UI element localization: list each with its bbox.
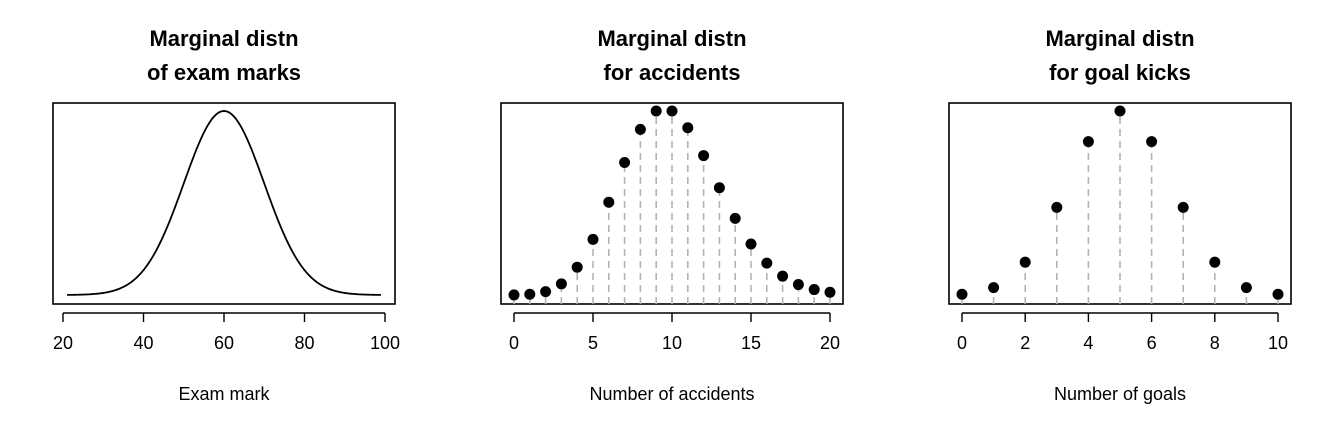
data-point	[698, 150, 710, 162]
x-tick-label: 60	[214, 333, 234, 353]
x-axis-label: Number of accidents	[589, 384, 754, 404]
data-point	[777, 270, 789, 282]
data-point	[1209, 256, 1221, 268]
data-point	[555, 278, 567, 290]
x-axis-label: Number of goals	[1054, 384, 1186, 404]
x-tick-label: 0	[957, 333, 967, 353]
data-point	[508, 289, 520, 301]
x-tick-label: 100	[370, 333, 400, 353]
data-point	[1051, 201, 1063, 213]
data-point	[792, 279, 804, 291]
data-point	[571, 261, 583, 273]
x-tick-label: 20	[53, 333, 73, 353]
data-point	[824, 286, 836, 298]
x-tick-label: 2	[1020, 333, 1030, 353]
data-point	[761, 257, 773, 269]
x-tick-label: 5	[588, 333, 598, 353]
x-tick-label: 40	[133, 333, 153, 353]
plot-frame	[52, 102, 396, 305]
chart-title-line-1: Marginal distn	[597, 26, 746, 51]
data-point	[682, 122, 694, 134]
data-point	[1177, 201, 1189, 213]
x-axis: 0 2 4 6 8 10	[957, 312, 1288, 353]
data-point	[1240, 282, 1252, 294]
x-tick-label: 80	[294, 333, 314, 353]
data-point	[729, 212, 741, 224]
panel-accidents: Marginal distn for accidents 0 5 10 15 20 Nu…	[500, 26, 844, 404]
data-point	[619, 156, 631, 168]
panel-exam-marks: Marginal distn of exam marks 20 40 60 80 100…	[52, 26, 400, 404]
panel-goal-kicks: Marginal distn for goal kicks 0 2 4 6 8 10 Nu…	[948, 26, 1292, 404]
x-tick-label: 4	[1083, 333, 1093, 353]
x-tick-label: 8	[1210, 333, 1220, 353]
data-point	[1114, 105, 1126, 117]
data-point	[713, 182, 725, 194]
data-point	[650, 105, 662, 117]
data-point	[1082, 136, 1094, 148]
data-point	[524, 288, 536, 300]
x-axis: 0 5 10 15 20	[509, 312, 840, 353]
plot-area	[67, 110, 381, 296]
data-point	[745, 238, 757, 250]
plot-area	[956, 105, 1284, 304]
data-point	[808, 284, 820, 296]
x-tick-label: 20	[820, 333, 840, 353]
x-tick-label: 10	[1268, 333, 1288, 353]
data-point	[1146, 136, 1158, 148]
density-curve	[67, 110, 381, 296]
chart-title-line-2: for accidents	[604, 60, 741, 85]
chart-title-line-2: of exam marks	[147, 60, 301, 85]
data-point	[634, 123, 646, 135]
chart-title-line-1: Marginal distn	[149, 26, 298, 51]
data-point	[603, 196, 615, 208]
data-point	[666, 105, 678, 117]
x-tick-label: 6	[1147, 333, 1157, 353]
data-point	[540, 286, 552, 298]
x-axis: 20 40 60 80 100	[53, 312, 400, 353]
data-point	[587, 233, 599, 245]
x-tick-label: 15	[741, 333, 761, 353]
data-point	[956, 288, 968, 300]
data-point	[1272, 288, 1284, 300]
chart-title-line-2: for goal kicks	[1049, 60, 1191, 85]
data-point	[1019, 256, 1031, 268]
plot-area	[508, 105, 836, 304]
data-point	[988, 282, 1000, 294]
chart-title-line-1: Marginal distn	[1045, 26, 1194, 51]
x-tick-label: 0	[509, 333, 519, 353]
x-axis-label: Exam mark	[178, 384, 270, 404]
x-tick-label: 10	[662, 333, 682, 353]
